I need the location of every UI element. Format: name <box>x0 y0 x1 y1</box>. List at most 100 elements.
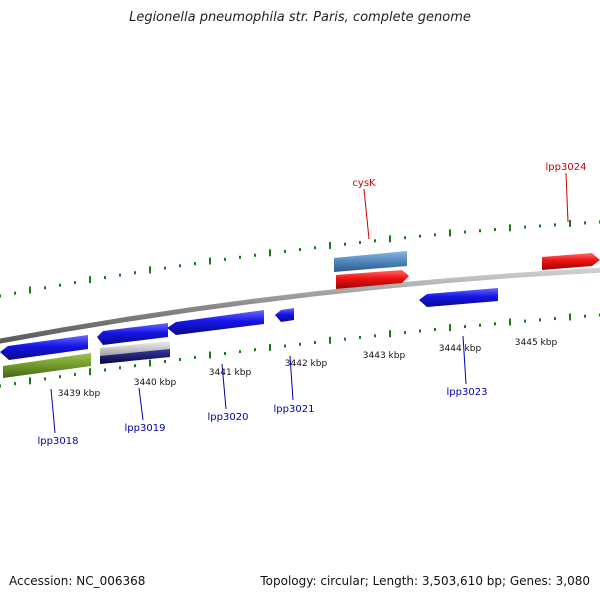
upper-row-minor-tick <box>464 230 466 234</box>
upper-row-major-tick <box>149 266 151 274</box>
upper-row-minor-tick <box>164 266 166 270</box>
upper-row-major-tick <box>29 286 31 294</box>
upper-row-major-tick <box>329 241 331 249</box>
lower-row-minor-tick <box>584 314 586 318</box>
upper-row-major-tick <box>89 276 91 284</box>
upper-row-minor-tick <box>584 221 586 225</box>
upper-row-minor-tick <box>254 253 256 257</box>
upper-row-major-tick <box>569 219 571 227</box>
lower-row-major-tick <box>89 368 91 376</box>
lower-row-minor-tick <box>59 375 61 379</box>
gene-silver-block[interactable] <box>100 341 170 357</box>
lower-row-major-tick <box>209 351 211 359</box>
leader-lpp3020 <box>221 363 227 410</box>
lower-row-minor-tick <box>464 325 466 329</box>
gene-lpp3023-arrow[interactable] <box>419 288 498 307</box>
lower-row-minor-tick <box>194 355 196 359</box>
upper-row-minor-tick <box>554 223 556 227</box>
lower-row-minor-tick <box>119 366 121 370</box>
lower-row-minor-tick <box>164 360 166 363</box>
gene-lpp3024-arrow[interactable] <box>542 253 600 270</box>
upper-row-minor-tick <box>59 283 61 287</box>
lower-row-minor-tick <box>134 364 136 368</box>
upper-row-minor-tick <box>179 264 181 268</box>
lower-row-minor-tick <box>524 319 526 323</box>
gene-lpp3020-arrow[interactable] <box>167 310 264 335</box>
gene-label-lpp3018: lpp3018 <box>38 436 79 447</box>
gene-lpp3019-arrow[interactable] <box>97 323 168 345</box>
gene-olive-block[interactable] <box>3 353 91 378</box>
scale-label-3443: 3443 kbp <box>363 351 406 361</box>
leader-lpp3024 <box>565 172 569 223</box>
upper-row-major-tick <box>449 229 451 237</box>
upper-row-minor-tick <box>374 239 376 243</box>
lower-row-minor-tick <box>479 323 481 327</box>
scale-label-3440: 3440 kbp <box>134 378 177 388</box>
upper-row-major-tick <box>389 235 391 243</box>
upper-tick-row <box>0 219 600 298</box>
upper-row-minor-tick <box>44 286 46 290</box>
leader-lpp3019 <box>138 387 144 421</box>
lower-row-minor-tick <box>494 322 496 326</box>
gene-label-lpp3019: lpp3019 <box>125 423 166 434</box>
upper-row-minor-tick <box>14 291 16 295</box>
lower-row-minor-tick <box>404 331 406 335</box>
accession-text: Accession: NC_006368 <box>9 574 146 588</box>
lower-row-major-tick <box>149 359 151 367</box>
upper-row-minor-tick <box>539 224 541 228</box>
upper-row-minor-tick <box>74 281 76 285</box>
lower-row-major-tick <box>389 330 391 338</box>
genome-backbone <box>0 267 600 344</box>
upper-row-minor-tick <box>134 271 136 275</box>
upper-row-minor-tick <box>239 255 241 259</box>
gene-label-cysK: cysK <box>352 178 376 189</box>
scale-label-3445: 3445 kbp <box>515 338 558 348</box>
lower-row-minor-tick <box>284 344 286 348</box>
upper-row-minor-tick <box>284 249 286 253</box>
upper-row-minor-tick <box>419 234 421 238</box>
upper-row-minor-tick <box>494 228 496 231</box>
upper-row-major-tick <box>209 257 211 265</box>
lower-row-minor-tick <box>419 329 421 333</box>
gene-steelblue-block[interactable] <box>334 251 407 272</box>
lower-row-minor-tick <box>359 335 361 339</box>
genome-title: Legionella pneumophila str. Paris, compl… <box>129 10 471 25</box>
scale-label-3439: 3439 kbp <box>58 389 101 399</box>
lower-row-minor-tick <box>314 341 316 344</box>
scale-label-3442: 3442 kbp <box>285 359 328 369</box>
gene-label-lpp3023: lpp3023 <box>447 387 488 398</box>
scale-label-3441: 3441 kbp <box>209 368 252 378</box>
leader-lpp3018 <box>50 388 56 434</box>
gene-cysK-arrow[interactable] <box>336 270 409 289</box>
lower-row-minor-tick <box>554 317 556 321</box>
lower-row-minor-tick <box>434 328 436 331</box>
upper-row-major-tick <box>509 224 511 232</box>
lower-row-minor-tick <box>104 368 106 372</box>
gene-navy-block[interactable] <box>100 349 170 364</box>
lower-row-minor-tick <box>224 352 226 355</box>
gene-lpp3018-arrow[interactable] <box>0 335 88 360</box>
lower-row-minor-tick <box>344 337 346 341</box>
upper-row-minor-tick <box>359 241 361 244</box>
lower-row-major-tick <box>269 343 271 351</box>
upper-row-minor-tick <box>194 262 196 266</box>
lower-row-minor-tick <box>239 350 241 354</box>
lower-row-minor-tick <box>299 342 301 346</box>
upper-row-minor-tick <box>479 229 481 233</box>
lower-tick-row <box>0 313 600 388</box>
upper-row-minor-tick <box>434 233 436 237</box>
upper-row-minor-tick <box>0 294 1 298</box>
gene-lpp3021-arrow[interactable] <box>275 308 294 322</box>
lower-row-major-tick <box>329 336 331 344</box>
leader-lpp3023 <box>462 335 467 385</box>
lower-row-minor-tick <box>254 348 256 352</box>
lower-row-minor-tick <box>14 382 16 386</box>
gene-label-lpp3020: lpp3020 <box>208 412 249 423</box>
upper-row-minor-tick <box>314 246 316 250</box>
upper-row-minor-tick <box>119 273 121 277</box>
leader-lpp3021 <box>289 355 294 401</box>
gene-label-lpp3024: lpp3024 <box>546 162 587 173</box>
lower-row-minor-tick <box>74 372 76 376</box>
